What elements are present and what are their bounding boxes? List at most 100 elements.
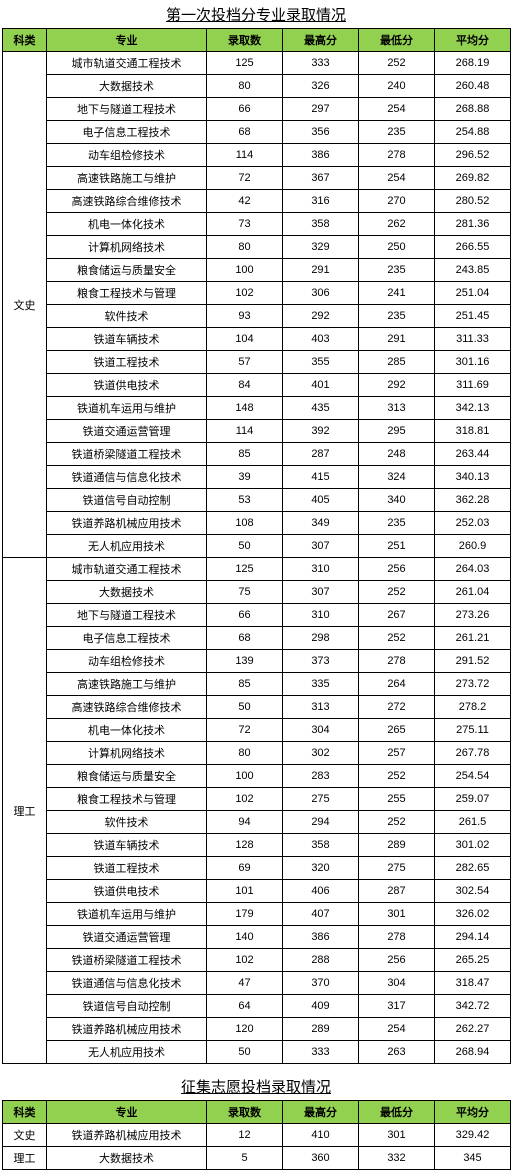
cell: 278 — [359, 144, 435, 167]
cell: 251.04 — [435, 282, 511, 305]
cell: 301.02 — [435, 834, 511, 857]
cell: 139 — [207, 650, 283, 673]
cell: 计算机网络技术 — [47, 236, 207, 259]
table-row: 粮食储运与质量安全100283252254.54 — [3, 765, 511, 788]
cell: 292 — [283, 305, 359, 328]
cell: 软件技术 — [47, 811, 207, 834]
cell: 252 — [359, 581, 435, 604]
cell: 278.2 — [435, 696, 511, 719]
cell: 铁道机车运用与维护 — [47, 903, 207, 926]
cell: 114 — [207, 144, 283, 167]
table-row: 铁道通信与信息化技术39415324340.13 — [3, 466, 511, 489]
cell: 340.13 — [435, 466, 511, 489]
cell: 342.72 — [435, 995, 511, 1018]
cell: 252 — [359, 811, 435, 834]
cell: 333 — [283, 52, 359, 75]
cell: 地下与隧道工程技术 — [47, 604, 207, 627]
table1-header-3: 最高分 — [283, 29, 359, 52]
cell: 386 — [283, 144, 359, 167]
table-row: 高速铁路施工与维护85335264273.72 — [3, 673, 511, 696]
cell: 302.54 — [435, 880, 511, 903]
cell: 281.36 — [435, 213, 511, 236]
table1-header-5: 平均分 — [435, 29, 511, 52]
cell: 粮食工程技术与管理 — [47, 788, 207, 811]
cell: 50 — [207, 1041, 283, 1064]
cell: 无人机应用技术 — [47, 1041, 207, 1064]
cell: 289 — [283, 1018, 359, 1041]
cell: 计算机网络技术 — [47, 742, 207, 765]
table1-header-4: 最低分 — [359, 29, 435, 52]
cell: 254 — [359, 1018, 435, 1041]
cell: 264 — [359, 673, 435, 696]
cell: 261.5 — [435, 811, 511, 834]
cell: 275 — [283, 788, 359, 811]
table-row: 铁道车辆技术104403291311.33 — [3, 328, 511, 351]
table-row: 铁道交通运营管理114392295318.81 — [3, 420, 511, 443]
cell: 235 — [359, 121, 435, 144]
cell: 407 — [283, 903, 359, 926]
cell: 329.42 — [435, 1124, 511, 1147]
table-row: 地下与隧道工程技术66310267273.26 — [3, 604, 511, 627]
cell: 278 — [359, 926, 435, 949]
cell: 273.72 — [435, 673, 511, 696]
table-row: 地下与隧道工程技术66297254268.88 — [3, 98, 511, 121]
table-row: 计算机网络技术80302257267.78 — [3, 742, 511, 765]
cell: 287 — [359, 880, 435, 903]
table-row: 软件技术93292235251.45 — [3, 305, 511, 328]
cell: 373 — [283, 650, 359, 673]
cell: 47 — [207, 972, 283, 995]
cell: 85 — [207, 443, 283, 466]
cell: 296.52 — [435, 144, 511, 167]
table-row: 文史铁道养路机械应用技术12410301329.42 — [3, 1124, 511, 1147]
cell: 机电一体化技术 — [47, 719, 207, 742]
cell: 80 — [207, 742, 283, 765]
cell: 306 — [283, 282, 359, 305]
table-row: 铁道通信与信息化技术47370304318.47 — [3, 972, 511, 995]
cell: 文史 — [3, 1124, 47, 1147]
cell: 57 — [207, 351, 283, 374]
cell: 252.03 — [435, 512, 511, 535]
table-row: 无人机应用技术50307251260.9 — [3, 535, 511, 558]
table2-header-4: 最低分 — [359, 1101, 435, 1124]
cell: 358 — [283, 213, 359, 236]
cell: 355 — [283, 351, 359, 374]
table-row: 机电一体化技术73358262281.36 — [3, 213, 511, 236]
cell: 367 — [283, 167, 359, 190]
cell: 283 — [283, 765, 359, 788]
table2-header-2: 录取数 — [207, 1101, 283, 1124]
cell: 69 — [207, 857, 283, 880]
table2-header-3: 最高分 — [283, 1101, 359, 1124]
cell: 329 — [283, 236, 359, 259]
cell: 50 — [207, 535, 283, 558]
cell: 326 — [283, 75, 359, 98]
cell: 362.28 — [435, 489, 511, 512]
cell: 415 — [283, 466, 359, 489]
table-row: 铁道工程技术57355285301.16 — [3, 351, 511, 374]
cell: 265.25 — [435, 949, 511, 972]
cell: 410 — [283, 1124, 359, 1147]
cell: 铁道工程技术 — [47, 857, 207, 880]
cell: 125 — [207, 52, 283, 75]
cell: 285 — [359, 351, 435, 374]
cell: 435 — [283, 397, 359, 420]
cell: 268.94 — [435, 1041, 511, 1064]
cell: 电子信息工程技术 — [47, 627, 207, 650]
cell: 114 — [207, 420, 283, 443]
table-row: 动车组检修技术114386278296.52 — [3, 144, 511, 167]
cell: 机电一体化技术 — [47, 213, 207, 236]
cell: 252 — [359, 52, 435, 75]
cell: 大数据技术 — [47, 75, 207, 98]
cell: 317 — [359, 995, 435, 1018]
cell: 268.88 — [435, 98, 511, 121]
table1-head: 科类专业录取数最高分最低分平均分 — [3, 29, 511, 52]
cell: 401 — [283, 374, 359, 397]
cell: 260.48 — [435, 75, 511, 98]
cell: 72 — [207, 719, 283, 742]
cell: 251.45 — [435, 305, 511, 328]
cell: 铁道养路机械应用技术 — [47, 1124, 207, 1147]
cell: 235 — [359, 259, 435, 282]
cell: 263 — [359, 1041, 435, 1064]
table-row: 铁道信号自动控制64409317342.72 — [3, 995, 511, 1018]
cell: 140 — [207, 926, 283, 949]
table2-head: 科类专业录取数最高分最低分平均分 — [3, 1101, 511, 1124]
